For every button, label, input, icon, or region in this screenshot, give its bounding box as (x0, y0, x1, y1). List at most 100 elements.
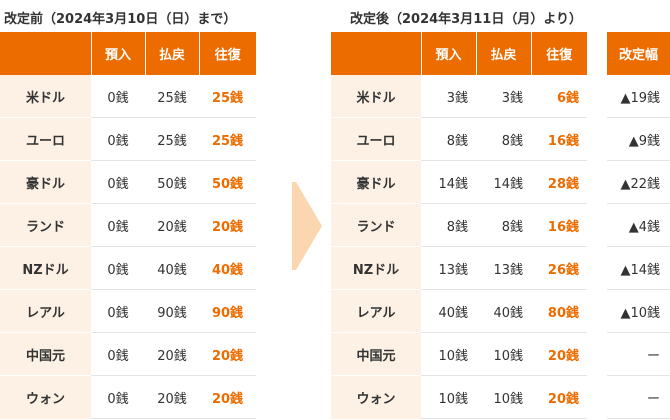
currency-name: ウォン (331, 375, 421, 419)
table-row: ▲10銭 (607, 289, 670, 333)
roundtrip-fee: 20銭 (199, 203, 256, 247)
roundtrip-fee: 16銭 (531, 117, 587, 161)
deposit-fee: 14銭 (421, 160, 476, 204)
change-value: ▲19銭 (607, 75, 670, 118)
table-row: ▲22銭 (607, 160, 670, 204)
withdraw-fee: 25銭 (145, 117, 199, 161)
currency-name: 米ドル (331, 75, 421, 118)
withdraw-fee: 8銭 (476, 203, 531, 247)
withdraw-fee: 90銭 (145, 289, 199, 333)
before-header-roundtrip: 往復 (198, 32, 256, 75)
change-value: ▲9銭 (607, 117, 670, 161)
after-title: 改定後（2024年3月11日（月）より） (350, 12, 583, 27)
table-row: ユーロ 0銭 25銭 25銭 (0, 117, 256, 161)
before-header-deposit: 預入 (90, 32, 145, 75)
table-row: ユーロ 8銭 8銭 16銭 (331, 117, 587, 161)
after-table: 預入 払戻 往復 米ドル 3銭 3銭 6銭 ユーロ 8銭 8銭 16銭 豪ドル 14銭 14銭 2… (331, 32, 587, 419)
before-header-row: 預入 払戻 往復 (0, 32, 256, 75)
currency-name: 中国元 (331, 332, 421, 376)
change-value: ▲10銭 (607, 289, 670, 333)
change-value: ▲14銭 (607, 246, 670, 290)
deposit-fee: 0銭 (91, 332, 145, 376)
after-header-roundtrip: 往復 (530, 32, 587, 75)
currency-name: ランド (0, 203, 91, 247)
deposit-fee: 10銭 (421, 375, 476, 419)
currency-name: レアル (331, 289, 421, 333)
deposit-fee: 8銭 (421, 203, 476, 247)
deposit-fee: 0銭 (91, 289, 145, 333)
table-row: 中国元 10銭 10銭 20銭 (331, 332, 587, 376)
withdraw-fee: 50銭 (145, 160, 199, 204)
roundtrip-fee: 40銭 (199, 246, 256, 290)
currency-name: 米ドル (0, 75, 91, 118)
table-row: ▲9銭 (607, 117, 670, 161)
deposit-fee: 10銭 (421, 332, 476, 376)
roundtrip-fee: 25銭 (199, 117, 256, 161)
table-row: ランド 8銭 8銭 16銭 (331, 203, 587, 247)
deposit-fee: 0銭 (91, 75, 145, 118)
table-row: ランド 0銭 20銭 20銭 (0, 203, 256, 247)
deposit-fee: 3銭 (421, 75, 476, 118)
roundtrip-fee: 20銭 (531, 375, 587, 419)
withdraw-fee: 13銭 (476, 246, 531, 290)
withdraw-fee: 10銭 (476, 375, 531, 419)
change-table: 改定幅 ▲19銭 ▲9銭 ▲22銭 ▲4銭 ▲14銭 ▲10銭 ー ー (607, 32, 670, 419)
table-row: ー (607, 332, 670, 376)
currency-name: レアル (0, 289, 91, 333)
deposit-fee: 0銭 (91, 160, 145, 204)
deposit-fee: 0銭 (91, 117, 145, 161)
roundtrip-fee: 90銭 (199, 289, 256, 333)
currency-name: ユーロ (0, 117, 91, 161)
roundtrip-fee: 26銭 (531, 246, 587, 290)
table-row: ▲19銭 (607, 75, 670, 118)
deposit-fee: 0銭 (91, 203, 145, 247)
table-row: 豪ドル 0銭 50銭 50銭 (0, 160, 256, 204)
roundtrip-fee: 6銭 (531, 75, 587, 118)
roundtrip-fee: 20銭 (199, 332, 256, 376)
after-header-row: 預入 払戻 往復 (331, 32, 587, 75)
currency-name: ウォン (0, 375, 91, 419)
currency-name: 豪ドル (0, 160, 91, 204)
change-header: 改定幅 (607, 32, 670, 75)
after-header-withdraw: 払戻 (475, 32, 531, 75)
currency-name: NZドル (331, 246, 421, 290)
table-row: 米ドル 0銭 25銭 25銭 (0, 75, 256, 118)
withdraw-fee: 40銭 (145, 246, 199, 290)
roundtrip-fee: 20銭 (531, 332, 587, 376)
table-row: ウォン 0銭 20銭 20銭 (0, 375, 256, 419)
roundtrip-fee: 16銭 (531, 203, 587, 247)
change-value: ー (607, 375, 670, 419)
table-row: ー (607, 375, 670, 419)
withdraw-fee: 3銭 (476, 75, 531, 118)
deposit-fee: 40銭 (421, 289, 476, 333)
before-table: 預入 払戻 往復 米ドル 0銭 25銭 25銭 ユーロ 0銭 25銭 25銭 豪ドル 0銭 50… (0, 32, 256, 419)
after-header-deposit: 預入 (420, 32, 476, 75)
change-header-row: 改定幅 (607, 32, 670, 75)
table-row: 米ドル 3銭 3銭 6銭 (331, 75, 587, 118)
roundtrip-fee: 80銭 (531, 289, 587, 333)
withdraw-fee: 14銭 (476, 160, 531, 204)
table-row: レアル 40銭 40銭 80銭 (331, 289, 587, 333)
arrow-right-icon (292, 182, 322, 270)
withdraw-fee: 20銭 (145, 332, 199, 376)
deposit-fee: 0銭 (91, 375, 145, 419)
deposit-fee: 13銭 (421, 246, 476, 290)
withdraw-fee: 20銭 (145, 203, 199, 247)
roundtrip-fee: 20銭 (199, 375, 256, 419)
table-row: レアル 0銭 90銭 90銭 (0, 289, 256, 333)
before-header-withdraw: 払戻 (144, 32, 199, 75)
withdraw-fee: 8銭 (476, 117, 531, 161)
table-row: ウォン 10銭 10銭 20銭 (331, 375, 587, 419)
withdraw-fee: 25銭 (145, 75, 199, 118)
table-row: 豪ドル 14銭 14銭 28銭 (331, 160, 587, 204)
currency-name: 豪ドル (331, 160, 421, 204)
table-row: ▲14銭 (607, 246, 670, 290)
roundtrip-fee: 50銭 (199, 160, 256, 204)
before-title: 改定前（2024年3月10日（日）まで） (4, 12, 237, 27)
change-value: ▲4銭 (607, 203, 670, 247)
currency-name: 中国元 (0, 332, 91, 376)
deposit-fee: 8銭 (421, 117, 476, 161)
table-row: 中国元 0銭 20銭 20銭 (0, 332, 256, 376)
table-row: NZドル 0銭 40銭 40銭 (0, 246, 256, 290)
after-header-currency (331, 32, 421, 75)
